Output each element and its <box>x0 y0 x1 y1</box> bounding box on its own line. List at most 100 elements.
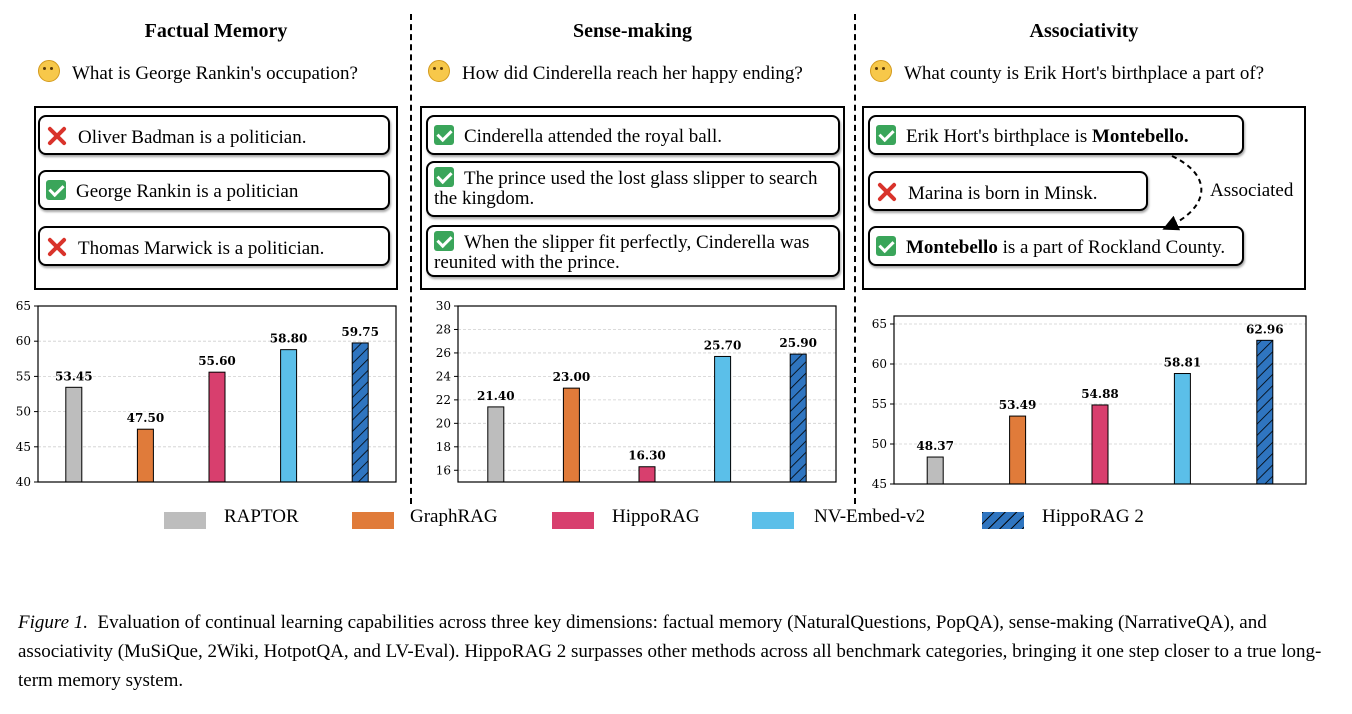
cross-icon <box>46 125 68 147</box>
legend-label: RAPTOR <box>224 506 299 527</box>
bar-graphrag <box>136 428 154 483</box>
y-tick-label: 55 <box>872 397 887 411</box>
y-tick-label: 26 <box>436 346 451 360</box>
bar-graphrag <box>562 387 580 483</box>
bar-chart-sense-making: 16 18 20 22 24 26 28 30 21.40 23.00 16.30 25.70 25.9… <box>436 299 837 483</box>
y-tick-label: 45 <box>872 477 887 491</box>
y-tick-label: 30 <box>436 299 451 313</box>
column-title: Associativity <box>1029 20 1139 42</box>
y-tick-label: 65 <box>872 317 887 331</box>
check-icon <box>434 231 454 251</box>
caption-label: Figure 1. <box>18 612 89 633</box>
column-title: Sense-making <box>573 20 692 42</box>
statement-item: The prince used the lost glass slipper t… <box>426 161 840 217</box>
y-tick-label: 55 <box>16 369 31 383</box>
y-tick-label: 18 <box>436 440 451 454</box>
question: How did Cinderella reach her happy endin… <box>428 60 803 85</box>
chart-factual-memory: 40 45 50 55 60 65 53.45 47.50 55.60 58.80 59.75 <box>10 298 402 495</box>
column-divider <box>854 14 856 504</box>
column-title: Factual Memory <box>144 20 288 42</box>
statement-item: Oliver Badman is a politician. <box>38 115 390 155</box>
bar-hipporag-2 <box>351 342 369 483</box>
bar-value-label: 16.30 <box>628 449 666 463</box>
bar-nv-embed-v2 <box>714 355 732 483</box>
legend-swatch <box>752 512 794 529</box>
legend-swatch <box>552 512 594 529</box>
legend-label: NV-Embed-v2 <box>814 506 926 527</box>
thinking-face-icon <box>428 60 450 82</box>
y-tick-label: 22 <box>436 393 451 407</box>
statement-box <box>34 106 398 290</box>
bar-value-label: 55.60 <box>198 354 236 368</box>
legend-swatch-hatched <box>982 512 1024 529</box>
bar-hipporag <box>638 466 656 483</box>
bar-hipporag <box>208 371 226 483</box>
factual-memory-panel: Factual Memory What is George Rankin's o… <box>34 0 398 290</box>
bar-nv-embed-v2 <box>1173 373 1191 485</box>
bar-hipporag-2 <box>1256 339 1274 485</box>
y-tick-label: 60 <box>16 334 31 348</box>
bar-value-label: 62.96 <box>1246 322 1284 336</box>
associated-arrow <box>1162 155 1203 231</box>
check-icon <box>876 236 896 256</box>
associativity-panel: Associativity What county is Erik Hort's… <box>862 0 1306 290</box>
legend: RAPTOR GraphRAG HippoRAG NV-Embed-v2 Hip… <box>0 506 1352 536</box>
bar-value-label: 59.75 <box>341 325 379 339</box>
chart-sense-making: 16 18 20 22 24 26 28 30 21.40 23.00 16.30 25.70 25.9… <box>428 298 842 495</box>
bar-chart-factual-memory: 40 45 50 55 60 65 53.45 47.50 55.60 58.80 59.75 <box>16 299 397 489</box>
question: What county is Erik Hort's birthplace a … <box>870 60 1264 85</box>
check-icon <box>434 167 454 187</box>
statement-item: George Rankin is a politician <box>38 170 390 210</box>
legend-swatch <box>352 512 394 529</box>
statement-item: When the slipper fit perfectly, Cinderel… <box>426 225 840 277</box>
statement-item: Marina is born in Minsk. <box>868 171 1148 211</box>
y-tick-label: 45 <box>16 440 31 454</box>
statement-box <box>420 106 845 290</box>
bar-value-label: 47.50 <box>127 411 165 425</box>
bar-value-label: 25.70 <box>704 338 742 352</box>
sense-making-panel: Sense-making How did Cinderella reach he… <box>420 0 845 290</box>
thinking-face-icon <box>38 60 60 82</box>
plot-frame <box>893 315 1307 485</box>
legend-swatch <box>164 512 206 529</box>
figure-caption: Figure 1. Evaluation of continual learni… <box>18 608 1334 695</box>
statement-item: Cinderella attended the royal ball. <box>426 115 840 155</box>
statement-item: Erik Hort's birthplace is Montebello. <box>868 115 1244 155</box>
associated-label: Associated <box>1210 180 1294 201</box>
plot-frame <box>457 305 837 483</box>
statement-item: Montebello is a part of Rockland County. <box>868 226 1244 266</box>
bar-value-label: 25.90 <box>779 336 817 350</box>
bar-nv-embed-v2 <box>280 349 298 483</box>
bar-hipporag <box>1091 404 1109 485</box>
check-icon <box>876 125 896 145</box>
bar-value-label: 58.80 <box>270 332 308 346</box>
column-divider <box>410 14 412 504</box>
bar-raptor <box>487 406 505 483</box>
bar-chart-associativity: 45 50 55 60 65 48.37 53.49 54.88 58.81 62.96 <box>872 315 1307 491</box>
bar-value-label: 48.37 <box>916 439 954 453</box>
bar-raptor <box>65 386 83 483</box>
legend-label: HippoRAG 2 <box>1042 506 1144 527</box>
question: What is George Rankin's occupation? <box>38 60 358 85</box>
y-tick-label: 65 <box>16 299 31 313</box>
check-icon <box>434 125 454 145</box>
chart-associativity: 45 50 55 60 65 48.37 53.49 54.88 58.81 62.96 <box>862 298 1312 497</box>
legend-label: HippoRAG <box>612 506 700 527</box>
bar-raptor <box>926 456 944 485</box>
statement-box <box>862 106 1306 290</box>
bar-hipporag-2 <box>789 353 807 483</box>
y-tick-label: 16 <box>436 463 451 477</box>
bar-value-label: 58.81 <box>1164 356 1202 370</box>
check-icon <box>46 180 66 200</box>
cross-icon <box>876 181 898 203</box>
y-tick-label: 20 <box>436 416 451 430</box>
bar-value-label: 21.40 <box>477 389 515 403</box>
bar-value-label: 23.00 <box>553 370 591 384</box>
statement-item: Thomas Marwick is a politician. <box>38 226 390 266</box>
y-tick-label: 50 <box>16 405 31 419</box>
y-tick-label: 40 <box>16 475 31 489</box>
legend-label: GraphRAG <box>410 506 498 527</box>
y-tick-label: 60 <box>872 357 887 371</box>
y-tick-label: 28 <box>436 322 451 336</box>
bar-value-label: 53.45 <box>55 369 93 383</box>
